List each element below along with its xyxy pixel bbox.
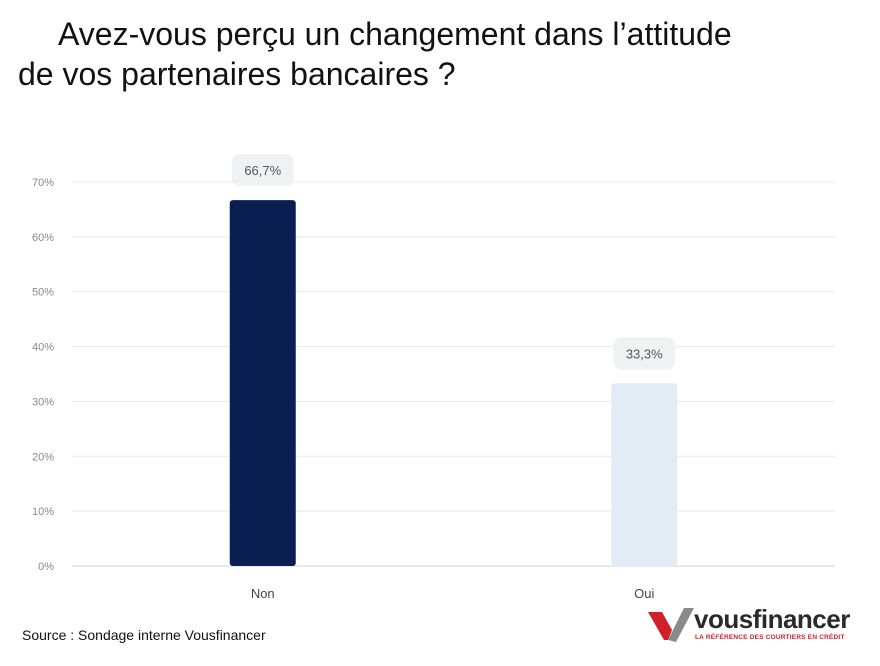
y-tick-label: 60% (32, 232, 54, 244)
source-note: Source : Sondage interne Vousfinancer (22, 627, 266, 643)
data-label: 33,3% (626, 346, 663, 361)
logo-tagline: LA RÉFÉRENCE DES COURTIERS EN CRÉDIT (695, 634, 845, 641)
y-tick-label: 40% (32, 342, 54, 354)
y-tick-label: 0% (38, 561, 54, 573)
title-line-2: de vos partenaires bancaires ? (18, 56, 456, 92)
y-tick-label: 50% (32, 287, 54, 299)
data-label: 66,7% (244, 163, 281, 178)
y-tick-label: 10% (32, 506, 54, 518)
v-logo-icon (648, 608, 694, 642)
y-tick-label: 20% (32, 451, 54, 463)
bar-oui (611, 383, 678, 566)
x-tick-label: Oui (634, 586, 654, 601)
logo-wordmark: vousfinancer (694, 604, 850, 634)
x-tick-label: Non (251, 586, 275, 601)
chart-title: Avez-vous perçu un changement dans l’att… (18, 14, 732, 94)
y-tick-label: 70% (32, 177, 54, 189)
bar-non (229, 200, 296, 567)
title-line-1: Avez-vous perçu un changement dans l’att… (58, 16, 732, 52)
data-label-bg (231, 154, 294, 187)
vousfinancer-logo: vousfinancer LA RÉFÉRENCE DES COURTIERS … (648, 604, 850, 644)
y-tick-label: 30% (32, 396, 54, 408)
data-label-bg (613, 337, 676, 370)
